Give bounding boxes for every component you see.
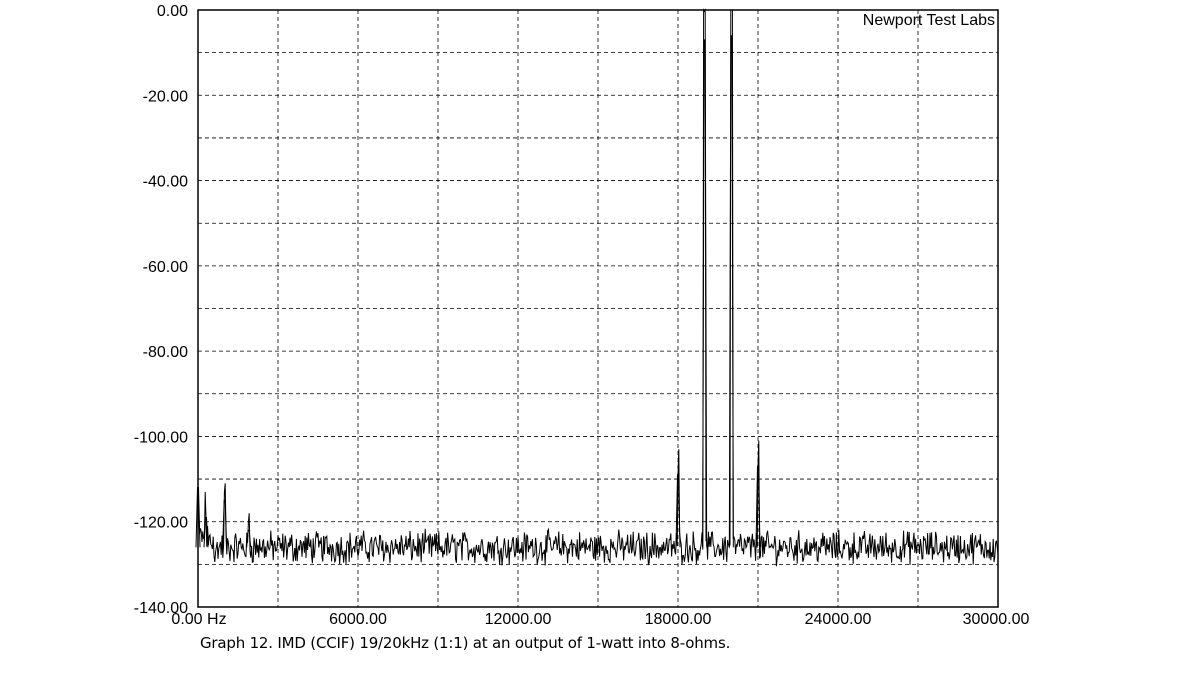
y-tick-label: -140.00 xyxy=(134,600,188,617)
y-axis-ticks: 0.00 -20.00 -40.00 -60.00 -80.00 -100.00 -120.… xyxy=(134,3,188,617)
x-axis-ticks: 0.00 Hz 6000.00 12000.00 18000.00 24000.00 30… xyxy=(171,611,1029,628)
y-tick-label: -80.00 xyxy=(143,344,188,361)
x-tick-label: 6000.00 xyxy=(329,611,387,628)
x-tick-label: 30000.00 xyxy=(963,611,1030,628)
spectral-peak xyxy=(702,39,708,548)
spectral-peak xyxy=(203,516,209,548)
spectral-peak xyxy=(755,465,761,548)
x-tick-label: 12000.00 xyxy=(485,611,552,628)
x-tick-label: 0.00 Hz xyxy=(171,611,226,628)
lab-annotation: Newport Test Labs xyxy=(863,12,995,29)
y-tick-label: -120.00 xyxy=(134,515,188,532)
spectral-peak xyxy=(728,35,734,548)
imd-spectrum-chart: 0.00 -20.00 -40.00 -60.00 -80.00 -100.00 -120.… xyxy=(134,3,1030,628)
y-tick-label: -40.00 xyxy=(143,174,188,191)
x-tick-label: 18000.00 xyxy=(645,611,712,628)
y-tick-label: -100.00 xyxy=(134,429,188,446)
spectral-peak xyxy=(675,474,681,548)
spectrum-trace xyxy=(197,8,999,567)
spectral-peak xyxy=(222,499,228,548)
x-tick-label: 24000.00 xyxy=(805,611,872,628)
spectral-peak xyxy=(195,487,201,548)
figure-caption: Graph 12. IMD (CCIF) 19/20kHz (1:1) at a… xyxy=(200,634,731,652)
plot-frame xyxy=(197,9,999,608)
grid-lines xyxy=(198,10,998,607)
y-tick-label: 0.00 xyxy=(157,3,188,20)
y-tick-label: -20.00 xyxy=(143,88,188,105)
y-tick-label: -60.00 xyxy=(143,259,188,276)
spectral-peak xyxy=(246,529,252,548)
peak-markers xyxy=(195,35,761,548)
